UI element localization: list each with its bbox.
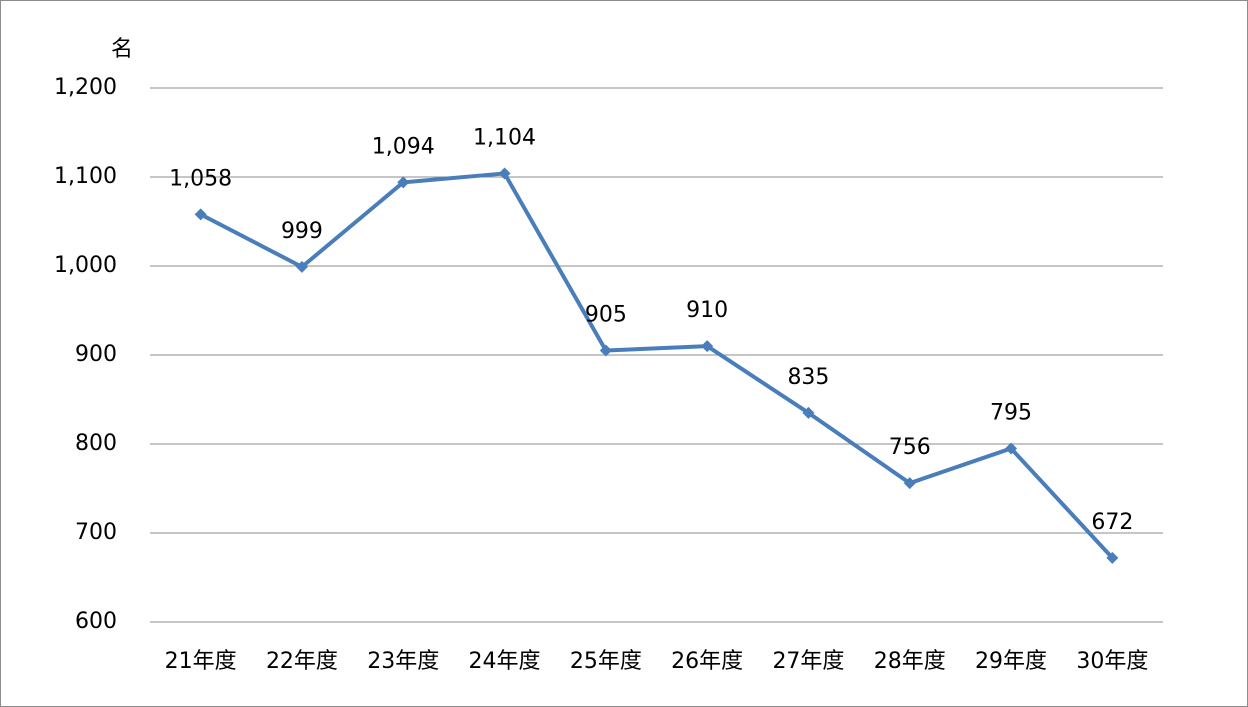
series-line <box>199 171 1114 560</box>
x-tick-label: 29年度 <box>975 649 1047 674</box>
data-point <box>397 176 410 189</box>
data-label: 1,104 <box>473 125 536 150</box>
data-label: 756 <box>889 435 931 460</box>
x-tick-label: 26年度 <box>671 649 743 674</box>
data-label: 1,094 <box>372 134 435 159</box>
data-label: 905 <box>585 303 627 328</box>
data-point <box>194 208 207 221</box>
x-tick-label: 25年度 <box>570 649 642 674</box>
data-label: 672 <box>1091 510 1133 535</box>
data-point <box>701 340 714 353</box>
data-point <box>498 167 511 180</box>
data-label: 910 <box>686 298 728 323</box>
x-tick-label: 23年度 <box>367 649 439 674</box>
y-tick-label: 900 <box>75 342 117 367</box>
data-point <box>802 406 815 419</box>
data-label: 835 <box>787 365 829 390</box>
y-tick-label: 1,000 <box>54 253 117 278</box>
data-label: 999 <box>281 219 323 244</box>
data-label: 1,058 <box>169 166 232 191</box>
x-tick-label: 24年度 <box>469 649 541 674</box>
y-tick-label: 1,100 <box>54 164 117 189</box>
y-tick-label: 600 <box>75 609 117 634</box>
x-tick-label: 27年度 <box>772 649 844 674</box>
y-tick-label: 1,200 <box>54 75 117 100</box>
data-label: 795 <box>990 400 1032 425</box>
y-tick-label: 800 <box>75 431 117 456</box>
data-point <box>1005 442 1018 455</box>
data-point <box>903 477 916 490</box>
data-point <box>1106 551 1119 564</box>
x-tick-label: 21年度 <box>165 649 237 674</box>
data-point <box>599 344 612 357</box>
y-tick-label: 700 <box>75 520 117 545</box>
x-tick-label: 30年度 <box>1076 649 1148 674</box>
x-tick-label: 28年度 <box>874 649 946 674</box>
x-tick-label: 22年度 <box>266 649 338 674</box>
data-point <box>295 260 308 273</box>
y-unit: 名 <box>111 37 133 62</box>
